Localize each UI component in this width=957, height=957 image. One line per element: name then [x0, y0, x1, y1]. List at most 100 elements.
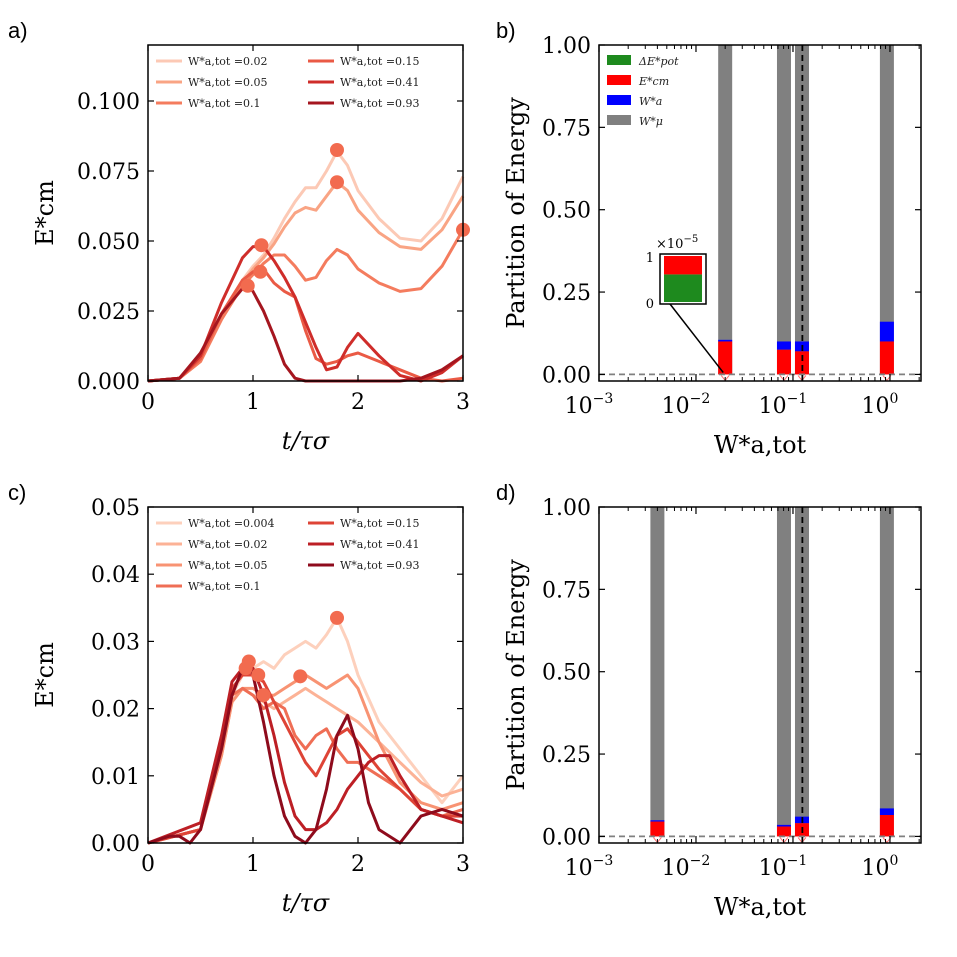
- legend-label: ΔE*pot: [638, 55, 679, 68]
- x-tick-label: 2: [351, 852, 365, 877]
- legend-swatch: [607, 115, 631, 125]
- x-tick-label: 3: [456, 390, 470, 415]
- panel-label: b): [496, 18, 516, 43]
- y-tick-label: 0.025: [77, 300, 140, 325]
- legend-label: W*a,tot =0.02: [188, 538, 268, 551]
- legend-label: W*a,tot =0.41: [340, 538, 420, 551]
- x-tick-label: 10−2: [662, 391, 711, 419]
- panel-label: a): [8, 18, 28, 43]
- bar-w-mu: [718, 45, 733, 375]
- x-tick-label: 1: [246, 390, 260, 415]
- bar-w-a: [879, 321, 894, 342]
- y-axis-label: Partition of Energy: [502, 97, 530, 329]
- bar-w-mu: [776, 45, 791, 375]
- panel-d: d) 10−3 10−2 10−1 100 0.00 0.25 0.50 0.75 1.00 W*a…: [496, 480, 922, 921]
- bar-w-a: [776, 824, 791, 827]
- inset-multiplier: ×10−5: [656, 234, 698, 252]
- legend-swatch: [607, 75, 631, 85]
- series-line: [147, 245, 464, 383]
- inset-red-bar: [664, 256, 702, 275]
- bar-e-cm: [776, 349, 791, 375]
- legend-label: W*a,tot =0.02: [188, 55, 268, 68]
- inset-ytick: 1: [646, 251, 654, 266]
- y-tick-label: 1.00: [542, 34, 591, 59]
- legend-label: W*a,tot =0.15: [340, 517, 420, 530]
- y-tick-label: 0.05: [91, 496, 140, 521]
- bar-w-a: [776, 341, 791, 350]
- legend-label: W*a,tot =0.93: [340, 97, 420, 110]
- series-line: [147, 660, 464, 845]
- x-tick-label: 2: [351, 390, 365, 415]
- y-tick-label: 0.00: [542, 825, 591, 850]
- y-tick-label: 0.050: [77, 230, 140, 255]
- x-tick-label: 1: [246, 852, 260, 877]
- y-tick-label: 0.00: [91, 832, 140, 857]
- x-tick-label: 10−1: [759, 853, 808, 881]
- inset-pointer: [669, 303, 724, 373]
- legend-label: W*a,tot =0.05: [188, 559, 268, 572]
- y-tick-label: 0.00: [542, 363, 591, 388]
- series-line: [147, 686, 464, 845]
- x-tick-label: 0: [141, 852, 155, 877]
- y-tick-label: 0.50: [542, 661, 591, 686]
- series-line: [147, 673, 464, 845]
- panel-b: b) 10−3 10−2 10−1 100 0.00 0.25 0.50 0.75 1.00 W*a…: [496, 18, 922, 459]
- x-tick-label: 3: [456, 852, 470, 877]
- peak-marker: [330, 610, 344, 625]
- y-tick-label: 1.00: [542, 496, 591, 521]
- peak-marker: [241, 654, 256, 669]
- series-line: [147, 686, 464, 845]
- bar-w-a: [879, 808, 894, 815]
- inset-ytick: 0: [646, 297, 654, 312]
- bar-w-mu: [776, 507, 791, 837]
- legend-swatch: [607, 55, 631, 65]
- panel-label: c): [8, 480, 26, 505]
- axes-frame: [598, 44, 922, 382]
- peak-marker: [240, 278, 255, 293]
- axes-frame: [598, 506, 922, 844]
- legend-label: E*cm: [638, 75, 669, 88]
- y-axis-label: E*cm: [31, 180, 59, 246]
- bar-e-cm: [650, 821, 665, 837]
- x-axis-label: W*a,tot: [714, 893, 807, 921]
- bar-e-cm: [776, 826, 791, 837]
- panel-a: a) 0 1 2 3 0.000 0.025 0.050 0.075 0.100 t/τσ E*cm W…: [8, 18, 470, 455]
- x-tick-label: 10−2: [662, 853, 711, 881]
- peak-marker: [256, 688, 271, 703]
- inset-frame: [659, 253, 707, 305]
- legend-swatch: [607, 95, 631, 105]
- legend-label: W*a: [639, 95, 662, 108]
- inset-green-bar: [664, 274, 702, 302]
- legend-label: W*a,tot =0.1: [188, 580, 261, 593]
- legend-label: W*a,tot =0.1: [188, 97, 261, 110]
- y-tick-label: 0.25: [542, 743, 591, 768]
- y-axis-label: E*cm: [31, 642, 59, 708]
- axes-frame: [147, 506, 464, 844]
- y-tick-label: 0.03: [91, 630, 140, 655]
- legend-label: W*a,tot =0.41: [340, 76, 420, 89]
- legend-label: W*a,tot =0.93: [340, 559, 420, 572]
- legend-label: W*μ: [639, 115, 663, 128]
- peak-marker: [330, 175, 344, 190]
- y-tick-label: 0.02: [91, 698, 140, 723]
- x-tick-label: 100: [862, 853, 899, 881]
- axes-frame: [147, 44, 464, 382]
- x-tick-label: 10−1: [759, 391, 808, 419]
- y-tick-label: 0.04: [91, 563, 140, 588]
- y-tick-label: 0.75: [542, 116, 591, 141]
- legend-label: W*a,tot =0.004: [188, 517, 275, 530]
- y-tick-label: 0.25: [542, 281, 591, 306]
- x-tick-label: 10−3: [565, 391, 614, 419]
- peak-marker: [254, 238, 269, 253]
- panel-c: c) 0 1 2 3 0.00 0.01 0.02 0.03 0.04 0.05 t/τσ E*cm W*…: [8, 480, 470, 917]
- bar-w-a: [650, 820, 665, 822]
- bar-e-cm: [879, 341, 894, 375]
- panel-label: d): [496, 480, 516, 505]
- legend-label: W*a,tot =0.15: [340, 55, 420, 68]
- x-tick-label: 10−3: [565, 853, 614, 881]
- series-line: [147, 229, 465, 383]
- series-line: [147, 673, 463, 845]
- x-tick-label: 100: [862, 391, 899, 419]
- y-tick-label: 0.01: [91, 765, 140, 790]
